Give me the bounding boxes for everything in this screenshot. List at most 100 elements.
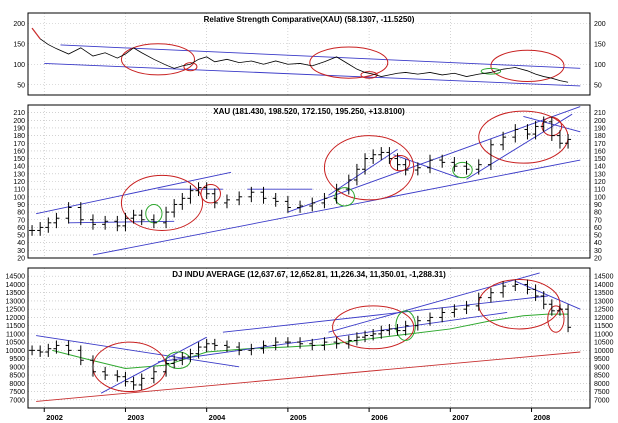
- xau-price-bar: [102, 215, 109, 230]
- rsc-y-tick-left: 200: [13, 21, 25, 28]
- xau-price-bar: [211, 188, 218, 209]
- xau-price-bar: [345, 174, 352, 195]
- dj-trend-line: [222, 295, 548, 333]
- rsc-title: Relative Strength Comparative(XAU) (58.1…: [204, 15, 415, 24]
- xau-y-tick-left: 180: [13, 133, 25, 140]
- rsc-series: [31, 27, 569, 83]
- xau-y-tick-right: 110: [594, 187, 605, 194]
- xau-price-bar: [150, 214, 157, 229]
- xau-y-tick-left: 120: [13, 179, 25, 186]
- xau-y-tick-left: 30: [17, 248, 25, 255]
- xau-y-tick-left: 60: [17, 225, 25, 232]
- xau-price-bar: [321, 192, 328, 209]
- x-tick-label: 2008: [534, 413, 551, 422]
- xau-price-bar: [500, 131, 507, 151]
- dj-y-tick-left: 12500: [6, 307, 26, 314]
- xau-price-bar: [45, 217, 52, 233]
- dj-y-tick-right: 14500: [594, 274, 614, 281]
- dj-price-bar: [378, 325, 385, 339]
- xau-price-bar: [65, 202, 72, 224]
- xau-y-tick-left: 200: [13, 118, 25, 125]
- xau-series: [29, 116, 572, 236]
- rsc-y-tick-right: 200: [594, 21, 606, 28]
- rsc-annotations: [44, 43, 581, 87]
- xau-y-tick-right: 130: [594, 171, 606, 178]
- xau-price-bar: [260, 186, 267, 204]
- dj-y-tick-left: 14500: [6, 274, 26, 281]
- dj-frame: [27, 267, 591, 409]
- dj-y-tick-left: 8500: [9, 373, 25, 380]
- xau-price-bar: [309, 197, 316, 212]
- xau-y-tick-right: 200: [594, 118, 606, 125]
- xau-price-bar: [548, 116, 555, 141]
- xau-frame: [27, 104, 591, 259]
- xau-annotation-ellipse: [389, 154, 411, 172]
- xau-y-tick-right: 40: [594, 240, 602, 247]
- dj-y-tick-left: 13000: [6, 298, 26, 305]
- xau-price-bar: [475, 159, 482, 175]
- dj-y-tick-right: 11000: [594, 331, 613, 338]
- dj-moving-average: [52, 313, 569, 369]
- xau-price-bar: [187, 185, 194, 204]
- dj-y-tick-right: 10500: [594, 340, 614, 347]
- dj-price-bar: [223, 340, 230, 352]
- rsc-annotation-ellipse: [490, 49, 565, 82]
- dj-y-tick-right: 8000: [594, 381, 610, 388]
- dj-trend-line: [328, 272, 540, 333]
- xau-annotation-ellipse: [334, 187, 355, 207]
- dj-y-tick-right: 14000: [594, 282, 614, 289]
- dj-price-bar: [439, 307, 446, 323]
- x-tick-label: 2004: [209, 413, 227, 422]
- dj-price-bar: [122, 371, 129, 387]
- xau-y-tick-left: 50: [17, 233, 25, 240]
- xau-grid: [28, 105, 590, 259]
- xau-price-bar: [333, 183, 340, 204]
- dj-price-bar: [171, 355, 178, 369]
- dj-price-bar: [540, 291, 547, 310]
- dj-price-bar: [565, 304, 572, 333]
- xau-y-tick-right: 60: [594, 225, 602, 232]
- xau-y-tick-left: 150: [13, 156, 25, 163]
- dj-price-bar: [345, 335, 352, 349]
- dj-y-tick-right: 11500: [594, 323, 613, 330]
- xau-y-tick-right: 20: [594, 256, 602, 263]
- xau-price-bar: [463, 160, 470, 175]
- xau-y-tick-right: 50: [594, 233, 602, 240]
- xau-price-bar: [236, 191, 243, 206]
- dj-trend-line: [100, 336, 207, 394]
- xau-trend-line: [328, 148, 398, 196]
- dj-y-tick-right: 9000: [594, 364, 610, 371]
- dj-price-bar: [203, 338, 210, 352]
- dj-price-bar: [532, 284, 539, 301]
- xau-y-tick-right: 80: [594, 210, 602, 217]
- rsc-y-tick-right: 150: [594, 41, 606, 48]
- dj-y-tick-left: 7000: [9, 397, 25, 404]
- xau-price-bar: [540, 116, 547, 132]
- xau-price-bar: [524, 124, 531, 140]
- xau-price-bar: [487, 139, 494, 171]
- xau-trend-line: [393, 154, 459, 179]
- xau-price-bar: [203, 182, 210, 200]
- xau-trend-line: [68, 220, 175, 224]
- dj-price-bar: [195, 342, 202, 359]
- dj-y-tick-left: 8000: [9, 381, 25, 388]
- dj-price-bar: [548, 299, 555, 316]
- dj-y-tick-right: 10000: [594, 348, 614, 355]
- xau-price-bar: [284, 196, 291, 213]
- dj-y-tick-left: 9000: [9, 364, 25, 371]
- xau-y-tick-left: 110: [14, 187, 25, 194]
- xau-price-bar: [114, 215, 121, 232]
- dj-price-bar: [53, 340, 60, 354]
- xau-y-tick-right: 120: [594, 179, 606, 186]
- dj-price-bar: [284, 337, 291, 348]
- xau-trend-line: [92, 159, 581, 256]
- xau-annotation-ellipse: [120, 174, 204, 231]
- dj-y-tick-left: 10500: [6, 340, 26, 347]
- xau-y-tick-right: 180: [594, 133, 606, 140]
- dj-annotations: [36, 272, 581, 402]
- rsc-annotation-ellipse: [183, 62, 198, 72]
- rsc-annotation-ellipse: [309, 46, 389, 79]
